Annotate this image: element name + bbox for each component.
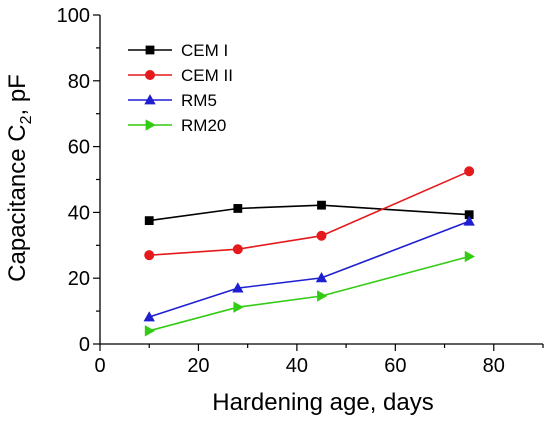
data-point-triangle-up xyxy=(143,311,155,322)
legend-label: RM20 xyxy=(181,116,226,135)
series-cem-i xyxy=(144,200,474,226)
y-tick-label: 40 xyxy=(68,202,90,224)
legend-label: CEM II xyxy=(181,66,233,85)
data-point-triangle-up xyxy=(144,94,156,105)
series-rm5 xyxy=(143,215,475,322)
legend-entry: RM5 xyxy=(128,91,217,110)
data-point-triangle-up xyxy=(463,215,475,226)
legend: CEM I CEM II RM5 RM20 xyxy=(128,41,233,135)
data-point-circle xyxy=(144,70,155,81)
axis-ticks xyxy=(93,14,544,351)
y-tick-label: 0 xyxy=(79,334,90,356)
data-point-square xyxy=(233,204,243,213)
data-point-triangle-right xyxy=(317,290,328,302)
x-tick-label: 60 xyxy=(384,355,406,377)
x-axis-title: Hardening age, days xyxy=(212,389,433,416)
series-line xyxy=(148,255,470,332)
legend-entry: CEM II xyxy=(128,66,233,85)
legend-label: RM5 xyxy=(181,91,217,110)
data-point-square xyxy=(317,200,326,210)
series-cem-ii xyxy=(144,166,475,261)
data-point-square xyxy=(145,45,155,55)
series-line xyxy=(148,220,470,318)
legend-label: CEM I xyxy=(181,41,228,60)
y-axis-title-main: Capacitance C xyxy=(4,124,31,281)
data-point-circle xyxy=(232,244,243,255)
y-tick-label: 20 xyxy=(68,268,90,290)
data-point-triangle-up xyxy=(315,272,328,283)
y-axis-title-tail: , pF xyxy=(4,74,31,115)
x-tick-label: 80 xyxy=(483,355,505,377)
series-layer xyxy=(143,166,475,337)
data-point-triangle-right xyxy=(464,250,475,263)
y-tick-label: 80 xyxy=(68,71,90,93)
series-rm20 xyxy=(144,250,475,337)
y-axis-title: Capacitance C2, pF xyxy=(4,74,35,282)
data-point-triangle-up xyxy=(232,282,244,293)
legend-entry: CEM I xyxy=(128,41,228,60)
x-tick-label: 40 xyxy=(286,355,308,377)
x-tick-label: 20 xyxy=(187,355,209,377)
legend-entry: RM20 xyxy=(128,116,226,135)
data-point-circle xyxy=(464,166,475,177)
data-point-circle xyxy=(316,230,327,241)
y-axis-title-subscript: 2 xyxy=(18,115,35,124)
data-point-circle xyxy=(144,250,155,261)
y-tick-label: 100 xyxy=(57,5,90,27)
series-line xyxy=(149,204,470,222)
y-tick-label: 60 xyxy=(68,137,90,159)
series-line xyxy=(149,170,470,256)
data-point-triangle-right xyxy=(233,301,244,313)
tick-labels: 0 20 40 60 80 0 20 40 60 80 100 xyxy=(57,5,505,377)
data-point-square xyxy=(144,216,154,226)
data-point-triangle-right xyxy=(145,119,156,131)
x-tick-label: 0 xyxy=(94,355,105,377)
data-point-triangle-right xyxy=(144,325,156,337)
